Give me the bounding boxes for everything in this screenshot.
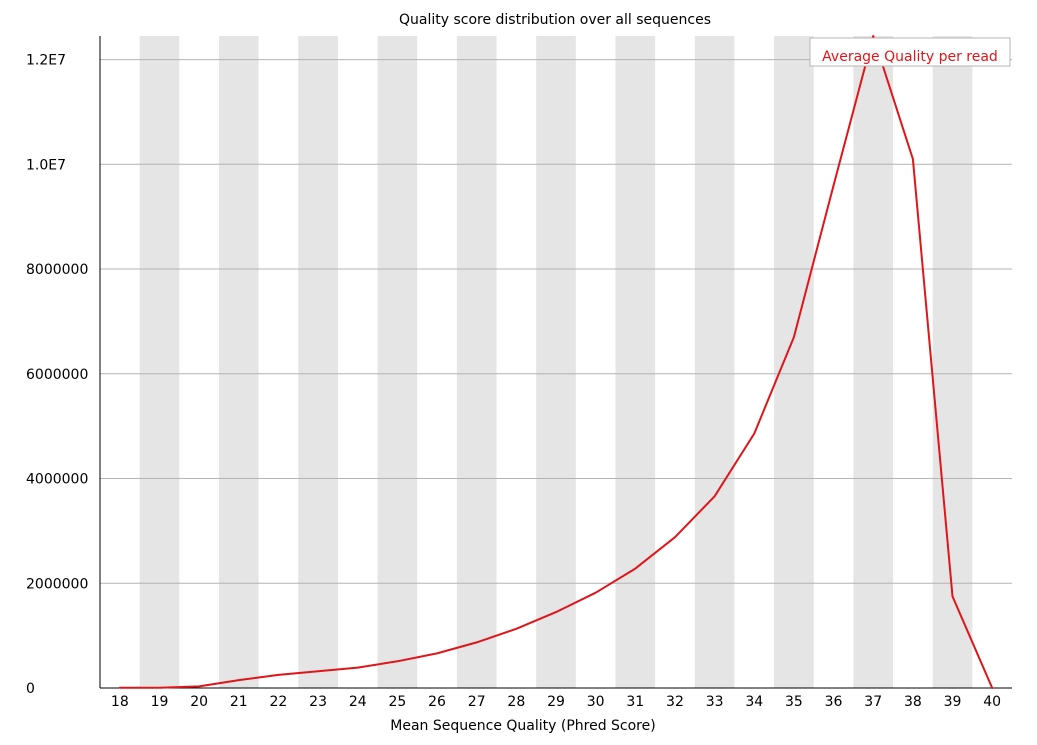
band-stripe xyxy=(456,36,497,688)
x-tick-labels: 18 19 20 21 22 23 24 25 26 27 28 29 30 31 32 33 34 35 36 37… xyxy=(111,694,1001,710)
x-tick-label: 31 xyxy=(626,694,644,710)
x-tick-label: 36 xyxy=(825,694,843,710)
band-stripe xyxy=(694,36,735,688)
y-tick-label: 4000000 xyxy=(26,472,88,488)
x-tick-label: 30 xyxy=(587,694,605,710)
series-line-average-quality xyxy=(118,35,994,689)
x-tick-label: 33 xyxy=(706,694,724,710)
x-tick-label: 25 xyxy=(388,694,406,710)
band-stripe xyxy=(377,36,418,688)
y-tick-label: 6000000 xyxy=(26,367,88,383)
legend: Average Quality per read xyxy=(809,37,1011,67)
y-tick-label: 0 xyxy=(26,681,35,697)
x-tick-label: 28 xyxy=(507,694,525,710)
y-tick-label: 8000000 xyxy=(26,262,88,278)
x-tick-label: 40 xyxy=(983,694,1001,710)
band-stripe xyxy=(298,36,338,688)
series-lines xyxy=(118,35,994,689)
x-tick-label: 21 xyxy=(230,694,248,710)
band-stripe xyxy=(853,36,894,688)
x-tick-label: 37 xyxy=(864,694,882,710)
x-tick-label: 34 xyxy=(745,694,763,710)
band-stripe xyxy=(932,36,973,688)
x-tick-label: 19 xyxy=(151,694,169,710)
alternating-bands xyxy=(139,36,973,688)
axes xyxy=(99,36,1012,689)
y-tick-label: 1.0E7 xyxy=(26,157,66,173)
x-tick-label: 38 xyxy=(904,694,922,710)
band-stripe xyxy=(536,36,576,688)
legend-entry-average-quality: Average Quality per read xyxy=(822,49,998,65)
x-tick-label: 23 xyxy=(309,694,327,710)
x-tick-label: 39 xyxy=(944,694,962,710)
y-tick-labels: 0 2000000 4000000 6000000 8000000 1.0E7 1.2E7 xyxy=(26,53,88,697)
band-stripe xyxy=(139,36,180,688)
x-tick-label: 22 xyxy=(270,694,288,710)
x-tick-label: 20 xyxy=(190,694,208,710)
chart-title: Quality score distribution over all sequ… xyxy=(399,12,711,28)
x-axis-label: Mean Sequence Quality (Phred Score) xyxy=(390,718,655,734)
band-stripe xyxy=(774,36,814,688)
legend-box xyxy=(809,37,1011,67)
y-tick-label: 1.2E7 xyxy=(26,53,66,69)
x-tick-label: 18 xyxy=(111,694,129,710)
band-stripe xyxy=(615,36,656,688)
x-tick-label: 35 xyxy=(785,694,803,710)
y-tick-label: 2000000 xyxy=(26,576,88,592)
band-stripe xyxy=(218,36,259,688)
x-tick-label: 24 xyxy=(349,694,367,710)
x-tick-label: 29 xyxy=(547,694,565,710)
x-tick-label: 26 xyxy=(428,694,446,710)
x-tick-label: 27 xyxy=(468,694,486,710)
x-tick-label: 32 xyxy=(666,694,684,710)
